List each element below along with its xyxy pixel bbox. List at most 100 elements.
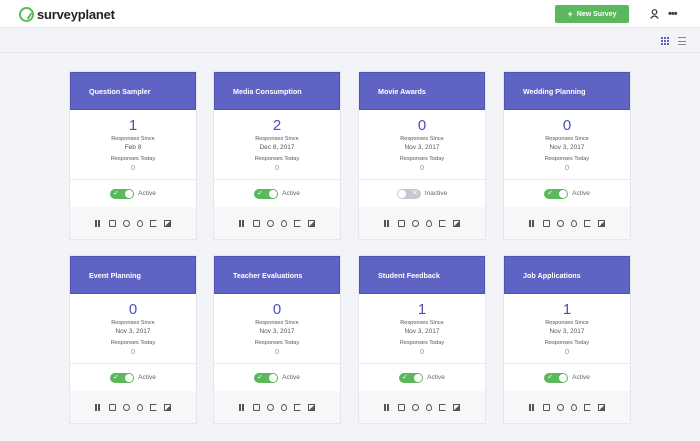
survey-card[interactable]: Teacher Evaluations 0 Responses Since No… [214, 256, 340, 423]
image-icon[interactable] [598, 403, 605, 411]
image-icon[interactable] [164, 403, 171, 411]
image-icon[interactable] [164, 219, 171, 227]
share-icon[interactable] [294, 219, 301, 227]
gauge-icon[interactable] [557, 403, 564, 411]
status-toggle[interactable]: ✓ [544, 188, 569, 199]
drop-icon[interactable] [426, 219, 432, 227]
pause-icon[interactable] [95, 403, 102, 411]
toggle-knob [559, 189, 568, 198]
gauge-icon[interactable] [412, 403, 419, 411]
response-count: 0 [128, 301, 138, 318]
gauge-icon[interactable] [412, 219, 419, 227]
image-icon[interactable] [453, 403, 460, 411]
share-icon[interactable] [439, 219, 446, 227]
responses-today-count: 0 [274, 163, 280, 172]
status-toggle[interactable]: ✓ [399, 372, 424, 383]
image-icon[interactable] [453, 219, 460, 227]
card-stats: 1 Responses Since Feb 8 Responses Today … [70, 110, 196, 179]
image-icon[interactable] [308, 219, 315, 227]
drop-icon[interactable] [137, 403, 143, 411]
status-label: Active [572, 374, 590, 381]
card-stats: 1 Responses Since Nov 3, 2017 Responses … [504, 294, 630, 363]
card-title[interactable]: Media Consumption [214, 72, 340, 110]
pause-icon[interactable] [529, 219, 536, 227]
pause-icon[interactable] [239, 219, 246, 227]
card-title[interactable]: Wedding Planning [504, 72, 630, 110]
share-icon[interactable] [294, 403, 301, 411]
share-icon[interactable] [584, 219, 591, 227]
card-title[interactable]: Event Planning [70, 256, 196, 294]
drop-icon[interactable] [571, 403, 577, 411]
drop-icon[interactable] [426, 403, 432, 411]
message-icon[interactable] [253, 403, 260, 411]
responses-since-label: Responses Since [545, 320, 589, 326]
logo[interactable]: surveyplanet [19, 5, 115, 23]
status-toggle[interactable]: ✕ [396, 188, 421, 199]
drop-icon[interactable] [281, 403, 287, 411]
survey-card[interactable]: Movie Awards 0 Responses Since Nov 3, 20… [359, 72, 485, 239]
message-icon[interactable] [543, 219, 550, 227]
responses-since-date: Feb 8 [124, 144, 142, 151]
survey-card[interactable]: Wedding Planning 0 Responses Since Nov 3… [504, 72, 630, 239]
message-icon[interactable] [398, 219, 405, 227]
image-icon[interactable] [308, 403, 315, 411]
list-view-icon[interactable] [678, 37, 686, 45]
responses-since-label: Responses Since [255, 320, 299, 326]
message-icon[interactable] [109, 403, 116, 411]
survey-card[interactable]: Job Applications 1 Responses Since Nov 3… [504, 256, 630, 423]
survey-card[interactable]: Student Feedback 1 Responses Since Nov 3… [359, 256, 485, 423]
responses-today-label: Responses Today [254, 156, 300, 162]
responses-today-count: 0 [130, 163, 136, 172]
message-icon[interactable] [109, 219, 116, 227]
user-icon[interactable] [650, 9, 659, 19]
card-title[interactable]: Job Applications [504, 256, 630, 294]
gauge-icon[interactable] [557, 219, 564, 227]
share-icon[interactable] [150, 403, 157, 411]
status-toggle[interactable]: ✓ [254, 188, 279, 199]
card-stats: 0 Responses Since Nov 3, 2017 Responses … [504, 110, 630, 179]
survey-card[interactable]: Question Sampler 1 Responses Since Feb 8… [70, 72, 196, 239]
divider [359, 179, 485, 180]
grid-view-icon[interactable] [661, 37, 669, 45]
image-icon[interactable] [598, 219, 605, 227]
drop-icon[interactable] [571, 219, 577, 227]
message-icon[interactable] [543, 403, 550, 411]
status-toggle[interactable]: ✓ [110, 188, 135, 199]
pause-icon[interactable] [239, 403, 246, 411]
card-title[interactable]: Teacher Evaluations [214, 256, 340, 294]
status-toggle[interactable]: ✓ [110, 372, 135, 383]
responses-since-label: Responses Since [400, 320, 444, 326]
gauge-icon[interactable] [123, 403, 130, 411]
more-icon[interactable]: ••• [668, 8, 678, 20]
share-icon[interactable] [150, 219, 157, 227]
message-icon[interactable] [253, 219, 260, 227]
status-toggle[interactable]: ✓ [544, 372, 569, 383]
gauge-icon[interactable] [267, 219, 274, 227]
card-title[interactable]: Movie Awards [359, 72, 485, 110]
check-icon: ✓ [402, 373, 409, 381]
toggle-knob [269, 373, 278, 382]
share-icon[interactable] [584, 403, 591, 411]
divider [70, 363, 196, 364]
pause-icon[interactable] [529, 403, 536, 411]
status-toggle[interactable]: ✓ [254, 372, 279, 383]
survey-card[interactable]: Media Consumption 2 Responses Since Dec … [214, 72, 340, 239]
message-icon[interactable] [398, 403, 405, 411]
pause-icon[interactable] [95, 219, 102, 227]
card-actions [504, 391, 630, 423]
drop-icon[interactable] [137, 219, 143, 227]
pause-icon[interactable] [384, 219, 391, 227]
card-actions [70, 391, 196, 423]
pause-icon[interactable] [384, 403, 391, 411]
card-title[interactable]: Student Feedback [359, 256, 485, 294]
survey-card[interactable]: Event Planning 0 Responses Since Nov 3, … [70, 256, 196, 423]
share-icon[interactable] [439, 403, 446, 411]
new-survey-button[interactable]: + New Survey [555, 5, 629, 23]
response-count: 0 [417, 117, 427, 134]
gauge-icon[interactable] [267, 403, 274, 411]
drop-icon[interactable] [281, 219, 287, 227]
card-title[interactable]: Question Sampler [70, 72, 196, 110]
gauge-icon[interactable] [123, 219, 130, 227]
card-stats: 0 Responses Since Nov 3, 2017 Responses … [214, 294, 340, 363]
responses-today-label: Responses Today [399, 156, 445, 162]
